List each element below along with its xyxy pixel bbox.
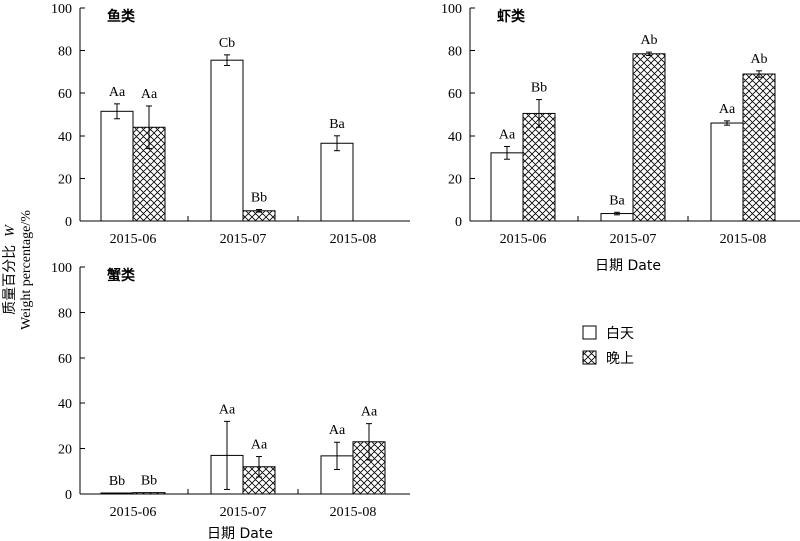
- x-axis-label-crab: 日期 Date: [207, 526, 273, 541]
- bar-day: [210, 59, 244, 222]
- legend-label-night: 晚上: [606, 351, 634, 367]
- y-tick-label: 0: [65, 488, 72, 503]
- significance-label: Aa: [329, 423, 346, 438]
- x-tick-label: 2015-07: [220, 505, 267, 520]
- significance-label: Aa: [361, 405, 378, 420]
- y-tick-label: 0: [65, 215, 72, 230]
- y-axis-label-cn: 质量百分比: [2, 245, 18, 315]
- significance-label: Aa: [219, 402, 236, 417]
- bar-night: [522, 112, 556, 222]
- bar-day: [490, 152, 524, 222]
- panel-shrimp: 0 20 40 60 80 100 2015-06 2015-07 2015-08 虾类 Aa Ba A…: [441, 2, 800, 247]
- panel-title: 虾类: [497, 8, 526, 25]
- y-tick-label: 60: [58, 87, 72, 102]
- significance-label: Ba: [329, 117, 345, 132]
- x-tick-label: 2015-07: [220, 232, 267, 247]
- significance-label: Ab: [640, 33, 657, 48]
- y-tick-label: 60: [58, 352, 72, 367]
- y-tick-label: 100: [51, 2, 72, 17]
- bar-night: [742, 73, 776, 222]
- y-tick-label: 20: [58, 172, 72, 187]
- bar-night: [132, 492, 166, 495]
- y-tick-label: 20: [58, 443, 72, 458]
- x-tick-label: 2015-06: [110, 232, 157, 247]
- svg-text:质量百分比 W: 质量百分比 W: [1, 224, 18, 315]
- panel-fish: 0 20 40 60 80 100 2015-06 2015-07 2015-08 鱼类 Aa Cb B…: [51, 2, 410, 247]
- significance-label: Bb: [109, 474, 125, 489]
- bar-day: [710, 122, 744, 222]
- y-tick-label: 40: [58, 397, 72, 412]
- bar-day: [100, 492, 134, 495]
- significance-label: Cb: [219, 36, 235, 51]
- x-tick-label: 2015-07: [610, 232, 657, 247]
- y-tick-label: 60: [448, 87, 462, 102]
- significance-label: Aa: [141, 87, 158, 102]
- bar-night: [352, 441, 386, 495]
- panel-title: 鱼类: [107, 8, 136, 25]
- y-tick-label: 100: [441, 2, 462, 17]
- x-tick-label: 2015-06: [110, 505, 157, 520]
- bar-day: [100, 110, 134, 222]
- significance-label: Aa: [109, 85, 126, 100]
- y-axis-label: 质量百分比 W Weight percentage/%: [1, 210, 34, 330]
- y-tick-label: 20: [448, 172, 462, 187]
- significance-label: Bb: [251, 190, 267, 205]
- legend-swatch-night: [582, 350, 597, 365]
- panel-title: 蟹类: [106, 267, 136, 284]
- significance-label: Aa: [719, 102, 736, 117]
- y-tick-label: 80: [58, 306, 72, 321]
- significance-label: Aa: [499, 127, 516, 142]
- x-tick-label: 2015-08: [330, 505, 377, 520]
- x-tick-label: 2015-08: [330, 232, 377, 247]
- y-tick-label: 40: [58, 130, 72, 145]
- y-tick-label: 80: [58, 45, 72, 60]
- significance-label: Ab: [750, 52, 767, 67]
- y-tick-label: 80: [448, 45, 462, 60]
- legend-swatch-day: [582, 325, 597, 340]
- bar-day: [320, 142, 354, 222]
- x-axis-label-shrimp: 日期 Date: [595, 258, 661, 274]
- significance-label: Aa: [251, 438, 268, 453]
- y-tick-label: 100: [51, 261, 72, 276]
- significance-label: Bb: [141, 474, 157, 489]
- bar-night: [632, 53, 666, 222]
- y-tick-label: 0: [455, 215, 462, 230]
- x-tick-label: 2015-06: [500, 232, 547, 247]
- y-axis-label-symbol: W: [3, 224, 18, 237]
- legend-label-day: 白天: [606, 326, 634, 342]
- significance-label: Bb: [531, 81, 547, 96]
- y-tick-label: 40: [448, 130, 462, 145]
- significance-label: Ba: [609, 193, 625, 208]
- y-axis-label-en: Weight percentage/%: [19, 210, 34, 330]
- legend: 白天 晚上: [582, 325, 634, 367]
- x-tick-label: 2015-08: [720, 232, 767, 247]
- panel-crab: 0 20 40 60 80 100 2015-06 2015-07 2015-08 蟹类 Bb Aa A…: [51, 261, 410, 520]
